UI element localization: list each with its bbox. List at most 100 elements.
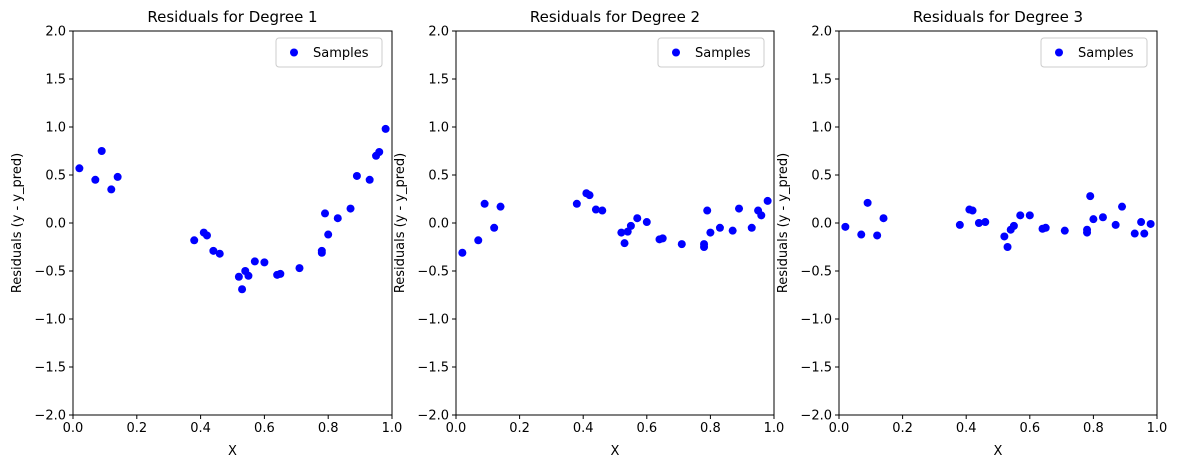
legend-marker [672, 48, 680, 57]
data-point [879, 214, 888, 223]
y-axis-label: Residuals (y - y_pred) [776, 153, 791, 293]
data-point [620, 239, 629, 248]
y-tick-label: −0.5 [800, 265, 832, 280]
legend-label: Samples [1078, 46, 1134, 61]
data-point [715, 223, 724, 232]
data-point [375, 147, 384, 156]
legend-box [1040, 37, 1148, 68]
y-tick-label: 1.0 [428, 121, 449, 136]
x-tick-label: 0.8 [700, 421, 721, 436]
data-point [633, 214, 642, 223]
data-point [658, 234, 667, 243]
x-tick-label: 0.2 [892, 421, 913, 436]
x-tick-label: 0.0 [446, 421, 467, 436]
data-point [955, 220, 964, 229]
subplot-degree-1: 0.0 0.2 0.4 0.6 0.8 1.0 −2.0 −1.5 −1.0 −0.5 0.0 0.5… [10, 8, 402, 459]
y-tick-label: −1.0 [34, 313, 66, 328]
x-tick-label: 1.0 [764, 421, 785, 436]
y-tick-label: −2.0 [417, 409, 449, 424]
data-point [1025, 211, 1034, 220]
data-point [841, 222, 850, 231]
y-tick-label: 0.5 [45, 169, 66, 184]
data-point [763, 196, 772, 205]
legend: Samples [657, 37, 765, 68]
subplot-degree-3: 0.0 0.2 0.4 0.6 0.8 1.0 −2.0 −1.5 −1.0 −0.5 0.0 0.5… [776, 8, 1167, 459]
data-point [1083, 228, 1092, 237]
data-point [496, 202, 505, 211]
data-point [585, 191, 594, 200]
series-samples [458, 189, 772, 257]
y-axis-label: Residuals (y - y_pred) [10, 153, 25, 293]
data-point [873, 231, 882, 240]
y-tick-label: 1.5 [428, 73, 449, 88]
y-tick-label: 0.5 [428, 169, 449, 184]
legend: Samples [1040, 37, 1148, 68]
data-point [1089, 215, 1098, 224]
y-tick-label: 0.0 [811, 217, 832, 232]
data-point [981, 218, 990, 227]
data-point [474, 236, 483, 245]
x-tick-label: 0.4 [573, 421, 594, 436]
y-tick-label: −0.5 [417, 265, 449, 280]
y-tick-label: −1.0 [800, 313, 832, 328]
x-axis-label: X [228, 444, 237, 459]
data-point [260, 258, 269, 267]
data-point [703, 206, 712, 215]
y-tick-label: 2.0 [428, 25, 449, 40]
data-point [1146, 219, 1155, 228]
data-point [1140, 229, 1149, 238]
x-tick-label: 0.0 [63, 421, 84, 436]
x-axis-label: X [611, 444, 620, 459]
data-point [572, 199, 581, 208]
x-tick-label: 0.4 [956, 421, 977, 436]
data-point [365, 175, 374, 184]
data-point [728, 226, 737, 235]
data-point [617, 228, 626, 237]
legend-marker [290, 48, 298, 57]
data-point [857, 230, 866, 239]
data-point [1009, 221, 1018, 230]
data-point [626, 221, 635, 230]
chart-title: Residuals for Degree 3 [913, 8, 1083, 26]
y-tick-label: −1.5 [800, 361, 832, 376]
x-tick-label: 1.0 [1147, 421, 1168, 436]
data-point [215, 249, 224, 258]
y-axis-label: Residuals (y - y_pred) [393, 153, 408, 293]
data-point [458, 248, 467, 257]
data-point [352, 171, 361, 180]
y-tick-label: −0.5 [34, 265, 66, 280]
x-tick-label: 0.0 [829, 421, 850, 436]
x-tick-label: 0.4 [190, 421, 211, 436]
data-point [591, 205, 600, 214]
chart-title: Residuals for Degree 1 [147, 8, 317, 26]
x-tick-label: 0.2 [509, 421, 530, 436]
plot-area [455, 30, 775, 416]
data-point [381, 124, 390, 133]
x-axis-label: X [994, 444, 1003, 459]
plot-area [72, 30, 393, 416]
data-point [1016, 211, 1025, 220]
data-point [107, 185, 116, 194]
data-point [1118, 202, 1127, 211]
data-point [75, 164, 84, 173]
y-tick-label: 0.0 [428, 217, 449, 232]
data-point [490, 223, 499, 232]
data-point [1060, 226, 1069, 235]
data-point [346, 204, 355, 213]
y-tick-label: 1.5 [811, 73, 832, 88]
legend: Samples [275, 37, 383, 68]
data-point [317, 248, 326, 257]
y-tick-label: 1.5 [45, 73, 66, 88]
x-tick-label: 0.2 [126, 421, 147, 436]
y-tick-label: 2.0 [45, 25, 66, 40]
data-point [91, 175, 100, 184]
data-point [706, 228, 715, 237]
data-point [202, 231, 211, 240]
data-point [1086, 192, 1095, 201]
y-tick-label: 2.0 [811, 25, 832, 40]
data-point [677, 240, 686, 249]
data-point [333, 214, 342, 223]
x-tick-label: 0.6 [1019, 421, 1040, 436]
data-point [97, 147, 106, 155]
